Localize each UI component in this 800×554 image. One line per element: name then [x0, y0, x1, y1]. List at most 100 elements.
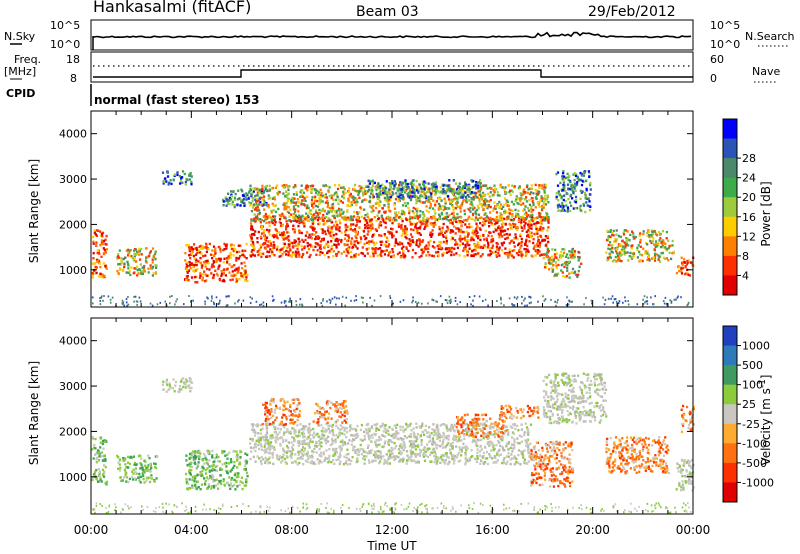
echo-cell — [654, 295, 656, 298]
echo-cell — [470, 254, 473, 258]
echo-cell — [184, 252, 187, 255]
echo-cell — [127, 271, 130, 275]
echo-cell — [282, 245, 285, 249]
echo-cell — [168, 181, 171, 184]
echo-cell — [352, 245, 355, 249]
echo-cell — [372, 195, 375, 198]
echo-cell — [412, 183, 415, 186]
echo-cell — [537, 192, 540, 196]
echo-cell — [205, 476, 208, 479]
echo-cell — [210, 487, 213, 490]
echo-cell — [542, 203, 545, 206]
echo-cell — [418, 227, 421, 230]
echo-cell — [418, 215, 421, 219]
echo-cell — [392, 187, 395, 191]
echo-cell — [686, 263, 689, 266]
echo-cell — [204, 262, 207, 265]
echo-cell — [571, 197, 574, 200]
echo-cell — [188, 178, 192, 181]
echo-cell — [361, 246, 364, 249]
echo-cell — [583, 303, 585, 306]
echo-cell — [99, 265, 102, 269]
echo-cell — [576, 275, 579, 278]
echo-cell — [181, 170, 185, 173]
echo-cell — [582, 202, 585, 206]
echo-cell — [401, 186, 404, 189]
echo-cell — [236, 466, 239, 469]
echo-cell — [91, 296, 94, 299]
echo-cell — [391, 218, 394, 222]
echo-cell — [283, 184, 286, 187]
echo-cell — [347, 236, 351, 239]
echo-cell — [563, 248, 566, 251]
echo-cell — [577, 269, 580, 273]
echo-cell — [335, 228, 338, 231]
echo-cell — [423, 180, 426, 183]
echo-cell — [181, 181, 184, 184]
echo-cell — [484, 198, 487, 201]
echo-cell — [489, 221, 492, 224]
echo-cell — [211, 469, 214, 472]
echo-cell — [205, 458, 208, 461]
echo-cell — [343, 217, 346, 220]
echo-cell — [352, 223, 355, 226]
echo-cell — [508, 233, 511, 236]
echo-cell — [431, 189, 434, 192]
echo-cell — [528, 302, 531, 305]
echo-cell — [233, 483, 236, 487]
echo-cell — [453, 189, 456, 193]
echo-cell — [566, 263, 569, 267]
echo-cell — [375, 206, 378, 210]
echo-cell — [336, 195, 339, 199]
echo-cell — [487, 243, 490, 247]
echo-cell — [351, 256, 354, 259]
echo-cell — [518, 185, 521, 188]
echo-cell — [103, 248, 106, 252]
echo-cell — [627, 303, 630, 306]
echo-cell — [326, 203, 330, 207]
echo-cell — [313, 447, 316, 451]
echo-cell — [482, 193, 485, 196]
echo-cell — [304, 187, 307, 190]
echo-cell — [371, 179, 375, 182]
echo-cell — [153, 479, 156, 483]
echo-cell — [538, 205, 541, 208]
echo-cell — [292, 219, 295, 222]
echo-cell — [477, 252, 480, 255]
echo-cell — [653, 256, 657, 260]
echo-cell — [483, 238, 486, 241]
echo-cell — [429, 233, 432, 237]
echo-cell — [667, 258, 670, 262]
echo-cell — [495, 255, 499, 258]
echo-cell — [165, 390, 168, 393]
echo-cell — [431, 207, 435, 210]
echo-cell — [511, 303, 513, 306]
echo-cell — [232, 190, 235, 193]
echo-cell — [231, 278, 234, 281]
echo-cell — [508, 208, 511, 211]
echo-cell — [223, 450, 226, 453]
echo-cell — [494, 227, 497, 231]
echo-cell — [217, 482, 220, 486]
echo-cell — [562, 262, 565, 266]
echo-cell — [360, 207, 363, 211]
echo-cell — [231, 200, 234, 204]
echo-cell — [405, 237, 408, 240]
echo-cell — [314, 197, 317, 200]
echo-cell — [195, 474, 198, 478]
echo-cell — [472, 238, 475, 242]
echo-cell — [225, 243, 229, 246]
echo-cell — [470, 198, 473, 201]
echo-cell — [511, 184, 514, 187]
echo-cell — [311, 204, 314, 208]
echo-cell — [405, 184, 408, 187]
echo-cell — [473, 206, 476, 210]
echo-cell — [397, 243, 400, 246]
echo-cell — [94, 233, 98, 236]
echo-cell — [243, 468, 246, 471]
echo-cell — [621, 240, 624, 243]
echo-cell — [232, 254, 235, 257]
echo-cell — [566, 183, 570, 186]
echo-cell — [138, 253, 141, 256]
echo-cell — [256, 209, 259, 212]
